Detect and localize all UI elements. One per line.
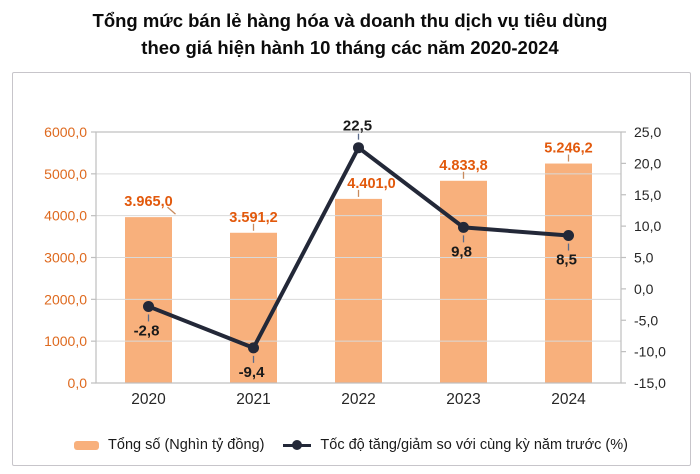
left-axis-label: 2000,0: [44, 291, 87, 307]
right-axis-label: -5,0: [634, 312, 658, 328]
line-point-2023: [458, 221, 469, 233]
bar-value-label-2021: 3.591,2: [229, 210, 277, 226]
category-label-2021: 2021: [236, 391, 270, 408]
chart-canvas: 0,0 1000,0 2000,0 3000,0 4000,0 5000,0 6000,0 -…: [44, 118, 666, 408]
left-axis-label: 3000,0: [44, 250, 87, 266]
line-value-label-2022: 22,5: [343, 118, 372, 135]
category-label-2022: 2022: [341, 391, 375, 408]
line-value-label-2023: 9,8: [451, 243, 472, 260]
left-axis-label: 5000,0: [44, 166, 87, 182]
chart-panel: 0,0 1000,0 2000,0 3000,0 4000,0 5000,0 6000,0 -…: [12, 72, 691, 466]
chart-title-line1: Tổng mức bán lẻ hàng hóa và doanh thu dị…: [92, 10, 608, 31]
bar-2022: [335, 198, 382, 383]
right-axis-label: 5,0: [634, 250, 654, 266]
bar-value-label-2022: 4.401,0: [347, 176, 395, 192]
right-axis-label: -10,0: [634, 344, 666, 360]
bar-2024: [545, 163, 592, 383]
line-point-2021: [248, 342, 259, 354]
category-label-2020: 2020: [131, 391, 166, 408]
chart-legend: Tổng số (Nghìn tỷ đồng) Tốc độ tăng/giảm…: [13, 429, 689, 461]
line-series-legend-label: Tốc độ tăng/giảm so với cùng kỳ năm trướ…: [320, 437, 628, 453]
line-point-2024: [563, 230, 574, 242]
bar-series-swatch: [74, 440, 100, 450]
line-series-marker: [283, 439, 312, 451]
right-axis-label: 20,0: [634, 155, 661, 171]
left-axis-label: 0,0: [68, 375, 88, 391]
chart-title-line2: theo giá hiện hành 10 tháng các năm 2020…: [141, 37, 559, 58]
right-axis-label: 10,0: [634, 218, 661, 234]
right-axis-label: 25,0: [634, 124, 661, 140]
bar-value-label-2023: 4.833,8: [439, 158, 487, 174]
bar-value-label-2020: 3.965,0: [124, 194, 172, 210]
chart-title: Tổng mức bán lẻ hàng hóa và doanh thu dị…: [0, 7, 700, 61]
left-axis-label: 4000,0: [44, 208, 87, 224]
line-value-label-2020: -2,8: [134, 322, 160, 339]
bar-label-leader: [167, 206, 176, 215]
right-axis-label: 0,0: [634, 281, 654, 297]
line-point-2020: [143, 300, 154, 312]
bar-series-legend-label: Tổng số (Nghìn tỷ đồng): [108, 437, 265, 453]
bar-value-label-2024: 5.246,2: [544, 141, 592, 157]
left-axis-label: 1000,0: [44, 333, 87, 349]
bar-2023: [440, 180, 487, 383]
bar-2020: [125, 217, 172, 383]
line-point-2022: [353, 142, 364, 154]
line-value-label-2021: -9,4: [239, 364, 266, 381]
left-axis-label: 6000,0: [44, 124, 87, 140]
category-label-2024: 2024: [551, 391, 586, 408]
line-value-label-2024: 8,5: [556, 252, 577, 269]
category-label-2023: 2023: [446, 391, 480, 408]
right-axis-label: -15,0: [634, 375, 666, 391]
right-axis-label: 15,0: [634, 187, 661, 203]
line-series-marker-dot: [292, 440, 303, 450]
